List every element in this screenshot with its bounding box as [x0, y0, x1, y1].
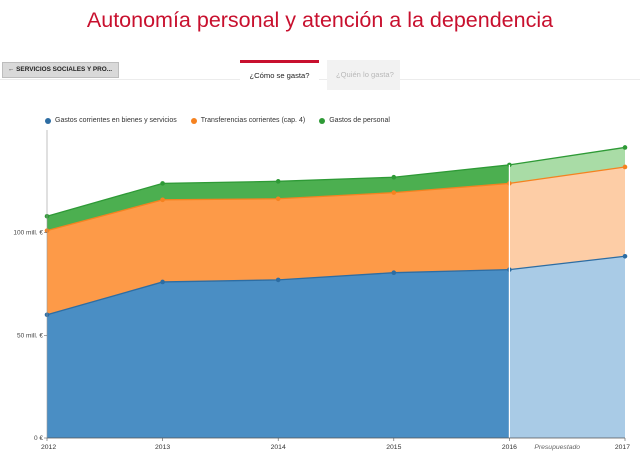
x-tick-label: 2012: [41, 444, 56, 451]
data-point: [622, 145, 628, 150]
y-tick-label: 50 mill. €: [17, 332, 43, 339]
data-point: [391, 270, 397, 276]
budgeted-annotation: Presupuestado: [534, 444, 580, 451]
area-personal-line: [46, 146, 626, 217]
page-title: Autonomía personal y atención a la depen…: [86, 8, 554, 32]
area-bienes-servicios: [47, 269, 510, 438]
legend-dot-blue: [45, 117, 51, 124]
tab-como-se-gasta[interactable]: ¿Cómo se gasta?: [240, 60, 319, 90]
x-tick-label: 2016: [502, 444, 517, 451]
data-point: [391, 190, 397, 195]
data-point: [160, 181, 165, 186]
tab-bar: ¿Cómo se gasta? ¿Quién lo gasta?: [240, 60, 400, 90]
legend-item-transferencias[interactable]: Transferencias corrientes (cap. 4): [190, 117, 306, 124]
x-tick-label: 2015: [386, 444, 401, 451]
data-point: [391, 174, 397, 180]
area-transferencias-line: [46, 166, 626, 232]
legend-label: Gastos de personal: [329, 117, 390, 124]
legend-label: Transferencias corrientes (cap. 4): [200, 117, 306, 124]
x-tick-label: 2017: [615, 444, 630, 451]
back-button[interactable]: ← SERVICIOS SOCIALES Y PRO...: [2, 62, 119, 78]
data-point: [275, 277, 281, 283]
x-tick-label: 2014: [271, 444, 286, 451]
header-divider: [0, 79, 640, 80]
area-bienes-servicios-line: [46, 255, 626, 316]
data-point: [275, 196, 281, 202]
legend-dot-green: [319, 117, 326, 124]
area-transferencias-budgeted: [509, 166, 625, 270]
chart-legend: Gastos corrientes en bienes y servicios …: [45, 117, 390, 124]
area-personal-budgeted: [509, 147, 625, 184]
y-tick-label: 0 €: [34, 435, 43, 442]
data-point: [160, 197, 165, 203]
data-point: [160, 279, 165, 285]
legend-dot-orange: [190, 117, 197, 124]
legend-item-bienes-servicios[interactable]: Gastos corrientes en bienes y servicios: [45, 117, 177, 124]
legend-label: Gastos corrientes en bienes y servicios: [55, 117, 177, 124]
y-tick-label: 100 mill. €: [13, 230, 43, 237]
tab-quien-lo-gasta[interactable]: ¿Quién lo gasta?: [327, 60, 400, 90]
data-point: [275, 179, 281, 184]
area-bienes-servicios-budgeted: [509, 256, 625, 438]
data-point: [622, 164, 628, 170]
x-tick-label: 2013: [155, 444, 170, 451]
data-point: [622, 253, 628, 259]
legend-item-personal[interactable]: Gastos de personal: [319, 117, 390, 124]
